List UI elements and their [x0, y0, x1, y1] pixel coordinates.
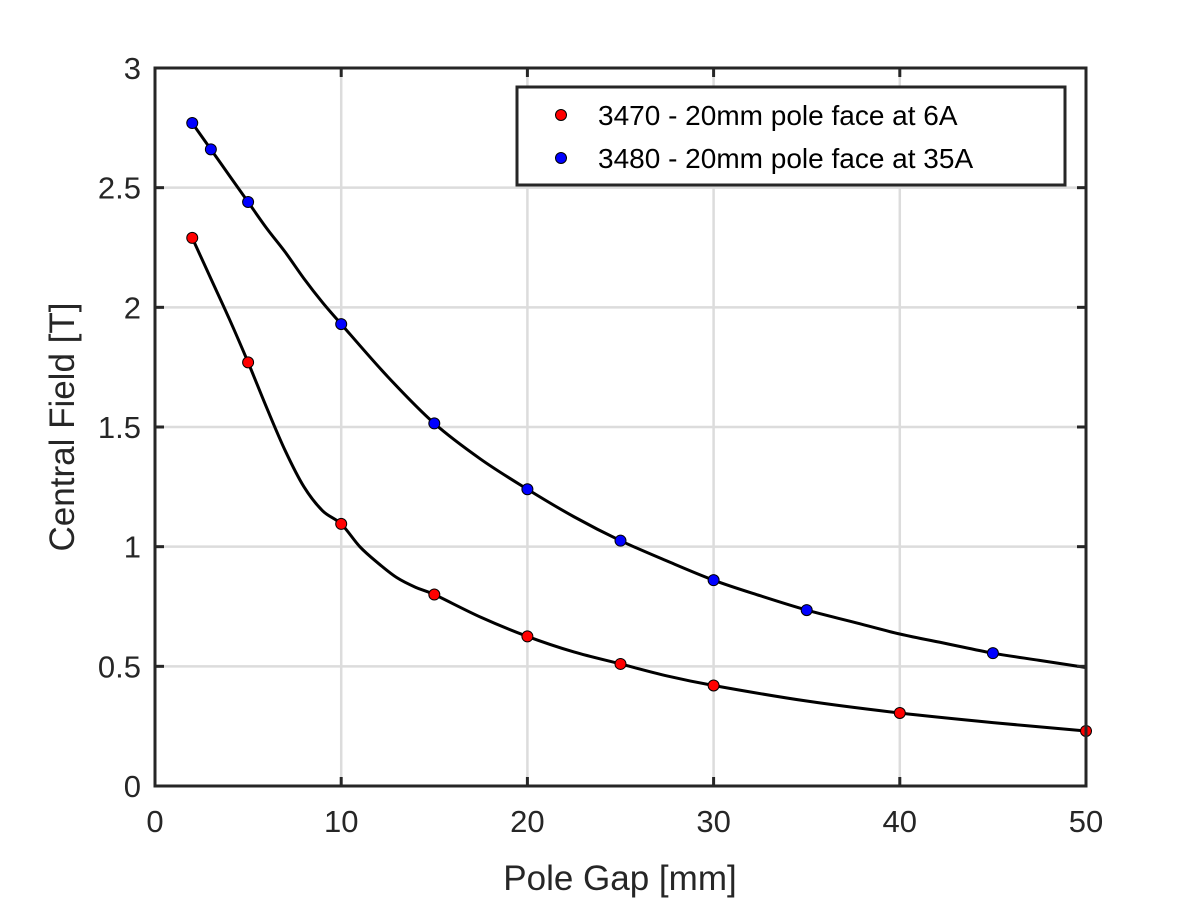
- data-point-series-2: [521, 483, 534, 496]
- y-tick-label: 0.5: [98, 649, 141, 684]
- y-tick-label: 0: [124, 769, 141, 804]
- y-tick-label: 1: [124, 530, 141, 565]
- y-tick-label: 3: [124, 51, 141, 86]
- data-point-series-1: [521, 630, 534, 643]
- y-tick-label: 2: [124, 290, 141, 325]
- legend-label-series-2: 3480 - 20mm pole face at 35A: [598, 143, 973, 174]
- data-point-series-1: [186, 231, 199, 244]
- data-point-series-1: [335, 517, 348, 530]
- x-axis-title: Pole Gap [mm]: [503, 859, 736, 898]
- data-point-series-2: [614, 534, 627, 547]
- x-tick-label: 20: [510, 804, 544, 839]
- y-axis-title: Central Field [T]: [43, 303, 82, 552]
- grid: [153, 66, 1088, 788]
- fit-curve-1: [190, 237, 1087, 733]
- data-point-series-2: [335, 318, 348, 331]
- data-points: [186, 117, 1092, 737]
- data-point-series-2: [186, 117, 199, 130]
- data-point-series-2: [428, 417, 441, 430]
- legend-box: [515, 85, 1067, 187]
- y-tick-label: 1.5: [98, 410, 141, 445]
- x-tick-label: 30: [696, 804, 730, 839]
- legend-label-series-1: 3470 - 20mm pole face at 6A: [598, 100, 958, 131]
- data-point-series-1: [428, 588, 441, 601]
- y-tick-labels: 0 0.5 1 1.5 2 2.5 3: [98, 51, 141, 804]
- data-point-series-2: [800, 604, 813, 617]
- data-point-series-1: [242, 356, 255, 369]
- legend-marker-series-1: [555, 109, 567, 121]
- data-point-series-2: [707, 574, 720, 587]
- data-point-series-2: [986, 647, 999, 660]
- data-point-series-2: [242, 196, 255, 209]
- x-tick-label: 10: [324, 804, 358, 839]
- x-tick-labels: 0 10 20 30 40 50: [146, 804, 1103, 839]
- x-tick-label: 50: [1069, 804, 1103, 839]
- data-point-series-1: [614, 657, 627, 670]
- data-point-series-1: [707, 679, 720, 692]
- y-tick-label: 2.5: [98, 171, 141, 206]
- legend-marker-series-2: [555, 152, 567, 164]
- data-point-series-2: [204, 143, 217, 156]
- axis-ticks: [153, 66, 1088, 788]
- data-point-series-1: [893, 707, 906, 720]
- x-tick-label: 0: [146, 804, 163, 839]
- legend: 3470 - 20mm pole face at 6A 3480 - 20mm …: [515, 85, 1067, 187]
- x-tick-label: 40: [883, 804, 917, 839]
